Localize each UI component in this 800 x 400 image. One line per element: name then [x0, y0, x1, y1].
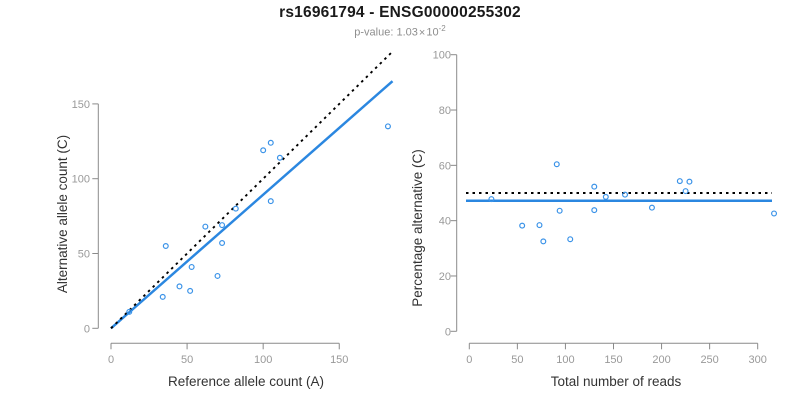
data-point: [676, 178, 683, 185]
data-point: [219, 240, 226, 247]
regression-line: [110, 80, 394, 330]
x-tick-label: 100: [556, 354, 574, 366]
x-tick-label: 150: [604, 354, 622, 366]
data-point: [686, 178, 693, 185]
y-tick-label: 100: [433, 50, 451, 62]
y-tick-label: 150: [72, 99, 90, 111]
data-point: [187, 287, 194, 294]
times-sign: ×: [418, 26, 426, 39]
x-tick-label: 100: [254, 354, 272, 366]
identity-line: [110, 50, 394, 329]
data-point: [682, 188, 689, 195]
left-plot-axes: 0 50 100 150 0 50 100 150: [72, 99, 349, 366]
x-tick-label: 0: [466, 354, 472, 366]
data-point: [488, 196, 495, 203]
data-point: [536, 222, 543, 229]
left-yaxis-label: Alternative allele count (C): [55, 135, 70, 293]
y-tick-label: 0: [84, 323, 90, 335]
data-point: [602, 193, 609, 200]
data-point: [267, 198, 274, 205]
y-tick-label: 0: [445, 326, 451, 338]
figure-title: rs16961794 - ENSG00000255302: [279, 4, 521, 21]
x-tick-label: 50: [181, 354, 193, 366]
data-point: [232, 205, 239, 212]
exponent-value: -2: [438, 24, 446, 33]
x-tick-label: 0: [108, 354, 114, 366]
x-tick-label: 250: [700, 354, 718, 366]
figure-subtitle: p-value: 1.03×10-2: [0, 24, 800, 39]
data-point: [202, 223, 209, 230]
left-plot-marks: [110, 50, 394, 330]
y-tick-label: 100: [72, 174, 90, 186]
y-tick-label: 20: [439, 271, 451, 283]
pvalue-text: p-value: 1.03: [354, 26, 418, 39]
data-point: [267, 139, 274, 146]
y-tick-label: 40: [439, 216, 451, 228]
data-point: [276, 154, 283, 161]
data-point: [159, 293, 166, 300]
data-point: [519, 222, 526, 229]
y-tick-label: 60: [439, 160, 451, 172]
data-point: [126, 308, 133, 315]
right-plot-axes: 0 20 40 60 80 100 0 50 100 150 200 250 300: [433, 50, 767, 366]
data-point: [648, 204, 655, 211]
right-yaxis-label: Percentage alternative (C): [410, 149, 425, 307]
right-scatter-plot: 0 20 40 60 80 100 0 50 100 150 200 250 300 Total num…: [410, 50, 778, 389]
data-point: [188, 263, 195, 270]
y-tick-label: 80: [439, 105, 451, 117]
x-tick-label: 150: [330, 354, 348, 366]
left-xaxis-label: Reference allele count (A): [168, 374, 324, 389]
data-point: [219, 222, 226, 229]
x-tick-label: 50: [511, 354, 523, 366]
data-point: [540, 238, 547, 245]
data-point: [384, 123, 391, 130]
data-point: [162, 243, 169, 250]
exponent-base: 10: [426, 26, 439, 39]
right-xaxis-label: Total number of reads: [551, 374, 682, 389]
y-tick-label: 50: [78, 249, 90, 261]
x-tick-label: 200: [652, 354, 670, 366]
data-point: [553, 161, 560, 168]
data-point: [176, 283, 183, 290]
data-point: [591, 183, 598, 190]
data-point: [556, 207, 563, 214]
data-point: [622, 191, 629, 198]
data-point: [771, 210, 778, 217]
data-point: [591, 207, 598, 214]
data-point: [260, 147, 267, 154]
right-plot-marks: [466, 161, 778, 245]
left-scatter-plot: 0 50 100 150 0 50 100 150 Reference allele coun…: [55, 50, 394, 389]
data-point: [214, 272, 221, 279]
x-tick-label: 300: [749, 354, 767, 366]
data-point: [567, 236, 574, 243]
